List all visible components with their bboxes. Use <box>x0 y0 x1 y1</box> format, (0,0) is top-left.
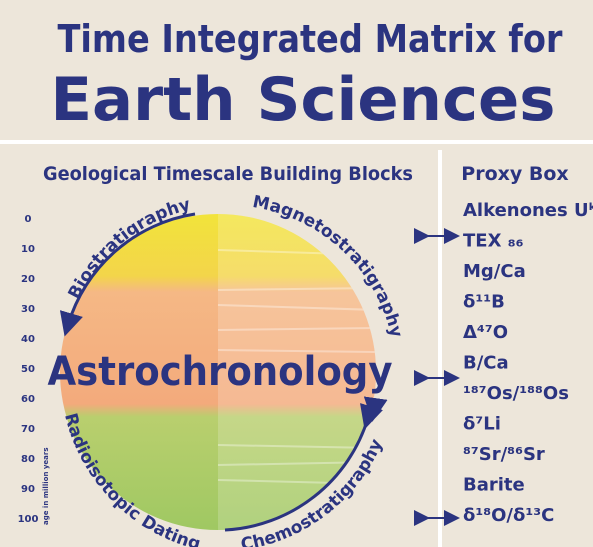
axis-tick-label: 80 <box>21 454 35 465</box>
proxy-item: δ¹⁸O/δ¹³C <box>463 505 554 526</box>
proxy-item: δ¹¹B <box>463 292 505 313</box>
proxy-item: δ⁷Li <box>463 414 501 435</box>
axis-tick-label: 70 <box>21 424 35 435</box>
proxy-item: Δ⁴⁷O <box>463 322 508 343</box>
axis-tick-label: 30 <box>21 304 35 315</box>
infographic: Time Integrated Matrix for Earth Science… <box>0 0 593 547</box>
axis-tick-label: 100 <box>18 514 39 525</box>
title: Earth Sciences <box>51 65 556 135</box>
panel-heading: Proxy Box <box>461 163 568 185</box>
proxy-item: Alkenones Uᵏ'₃₇ <box>463 200 593 221</box>
axis-tick-label: 60 <box>21 394 35 405</box>
proxy-item: Barite <box>463 475 525 496</box>
proxy-item: B/Ca <box>463 353 509 374</box>
proxy-item: ¹⁸⁷Os/¹⁸⁸Os <box>463 383 569 404</box>
center-label: Astrochronology <box>48 349 393 395</box>
axis-label: age in million years <box>42 447 50 525</box>
axis-tick-label: 90 <box>21 484 35 495</box>
axis-tick-label: 10 <box>21 244 35 255</box>
axis-tick-label: 20 <box>21 274 35 285</box>
panel-heading: Geological Timescale Building Blocks <box>43 163 413 185</box>
axis-tick-label: 40 <box>21 334 35 345</box>
proxy-item: ⁸⁷Sr/⁸⁶Sr <box>463 444 545 465</box>
proxy-item: TEX ₈₆ <box>463 231 524 252</box>
proxy-item: Mg/Ca <box>463 261 526 282</box>
axis-tick-label: 0 <box>25 214 32 225</box>
axis-tick-label: 50 <box>21 364 35 375</box>
title: Time Integrated Matrix for <box>58 17 563 61</box>
